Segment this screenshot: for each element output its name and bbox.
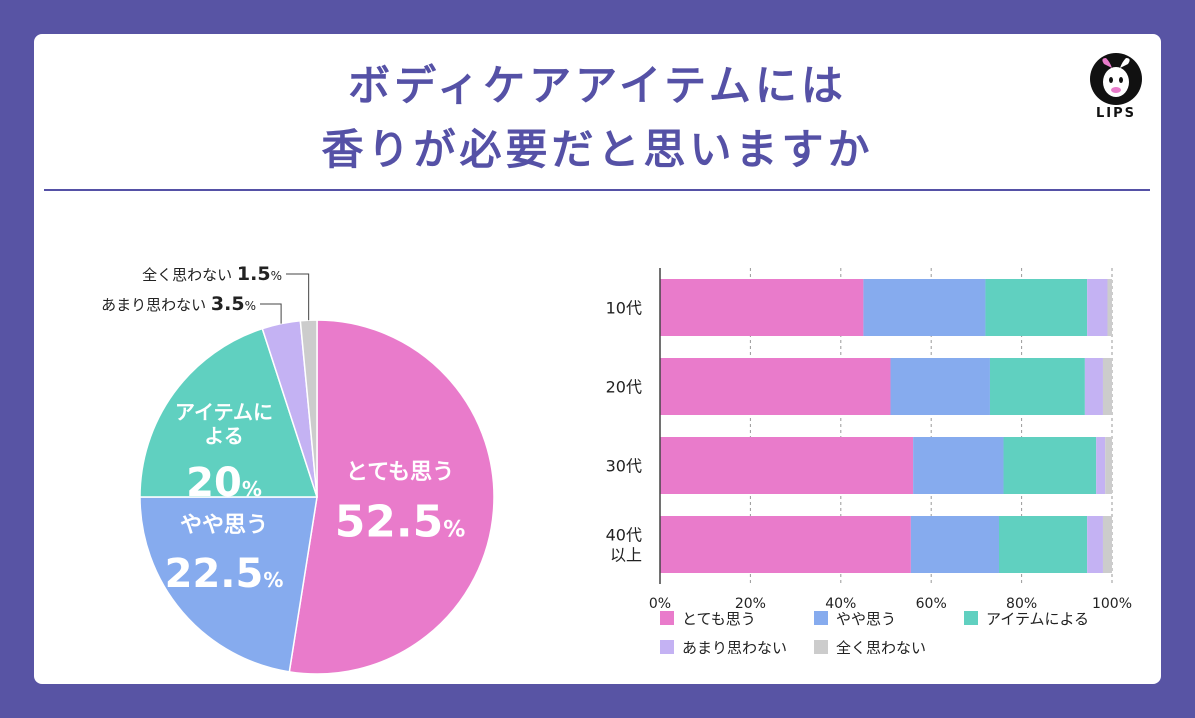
legend-item-3: あまり思わない: [660, 639, 787, 654]
bar-2-0: [660, 437, 914, 494]
pie-label-name-1: やや思う: [180, 513, 268, 538]
bar-2-2: [1003, 437, 1097, 494]
legend-swatch-2: [964, 611, 978, 625]
y-category-label-3: 40代: [606, 526, 642, 545]
lips-deer-logo-icon: [1090, 53, 1142, 105]
legend-label-4: 全く思わない: [836, 639, 926, 654]
bar-0-4: [1107, 279, 1112, 336]
y-category-label-2: 30代: [606, 457, 642, 476]
bar-1-3: [1084, 358, 1103, 415]
title-divider: [44, 189, 1150, 191]
bar-1-2: [989, 358, 1085, 415]
pie-slice-2: [139, 327, 319, 498]
bar-0-0: [660, 279, 864, 336]
bar-1-4: [1102, 358, 1112, 415]
bar-1-0: [660, 358, 891, 415]
pie-label-value-2: 20%: [186, 460, 262, 506]
pie-leader-line-3: [260, 303, 282, 324]
legend-label-3: あまり思わない: [682, 639, 787, 654]
y-category-label-3: 以上: [610, 546, 642, 565]
pie-label-2: アイテムによる 20%: [175, 400, 273, 506]
bar-0-2: [985, 279, 1088, 336]
x-tick-label-1: 20%: [735, 596, 766, 612]
logo-text: LIPS: [1095, 106, 1136, 121]
bar-2-4: [1105, 437, 1112, 494]
pie-slice-0: [288, 319, 495, 675]
x-tick-label-2: 40%: [825, 596, 856, 612]
bar-1-1: [890, 358, 990, 415]
x-tick-label-0: 0%: [649, 596, 671, 612]
pie-label-name-2: アイテムに: [175, 400, 273, 424]
legend-swatch-4: [814, 640, 828, 654]
pie-slice-4: [299, 319, 318, 498]
legend-swatch-0: [660, 611, 674, 625]
y-category-label-1: 20代: [606, 378, 642, 397]
pie-chart: とても思う 52.5% やや思う 22.5% アイテムによる 20% 全く思わない 1.5%…: [101, 263, 495, 675]
pie-label-4: 全く思わない 1.5%: [142, 263, 310, 321]
bar-0-1: [863, 279, 986, 336]
legend-item-4: 全く思わない: [814, 639, 926, 654]
x-tick-label-3: 60%: [916, 596, 947, 612]
legend-swatch-1: [814, 611, 828, 625]
legend-item-1: やや思う: [814, 610, 896, 628]
bar-3-3: [1087, 516, 1103, 573]
title-line-1: ボディケアアイテムには: [348, 61, 847, 110]
pie-label-value-1: 22.5%: [165, 551, 284, 597]
pie-leader-line-4: [286, 273, 310, 321]
bar-0-3: [1087, 279, 1108, 336]
legend-item-0: とても思う: [660, 610, 756, 628]
logo: LIPS: [1084, 52, 1148, 132]
pie-slice-1: [139, 496, 318, 673]
pie-label-name-2: よる: [204, 424, 243, 448]
pie-label-text-4: 全く思わない 1.5%: [142, 263, 282, 285]
legend-swatch-3: [660, 640, 674, 654]
bar-2-1: [913, 437, 1004, 494]
legend-label-1: やや思う: [836, 610, 896, 628]
bar-3-2: [999, 516, 1088, 573]
card: ボディケアアイテムには 香りが必要だと思いますか LIPS とても思う 52.5%…: [34, 34, 1161, 684]
legend-item-2: アイテムによる: [964, 610, 1089, 628]
bar-3-4: [1102, 516, 1112, 573]
pie-label-0: とても思う 52.5%: [335, 460, 466, 548]
bar-2-3: [1096, 437, 1106, 494]
pie-label-value-0: 52.5%: [335, 497, 466, 548]
pie-label-3: あまり思わない 3.5%: [101, 293, 282, 324]
pie-label-name-0: とても思う: [346, 460, 454, 485]
legend-label-0: とても思う: [682, 610, 756, 628]
pie-label-1: やや思う 22.5%: [165, 513, 284, 597]
bar-3-0: [660, 516, 911, 573]
legend-label-2: アイテムによる: [986, 610, 1089, 628]
title-line-2: 香りが必要だと思いますか: [321, 125, 874, 174]
pie-label-text-3: あまり思わない 3.5%: [101, 293, 256, 315]
y-category-label-0: 10代: [606, 299, 642, 318]
x-tick-label-4: 80%: [1006, 596, 1037, 612]
bar-3-1: [910, 516, 999, 573]
x-tick-label-5: 100%: [1092, 596, 1132, 612]
